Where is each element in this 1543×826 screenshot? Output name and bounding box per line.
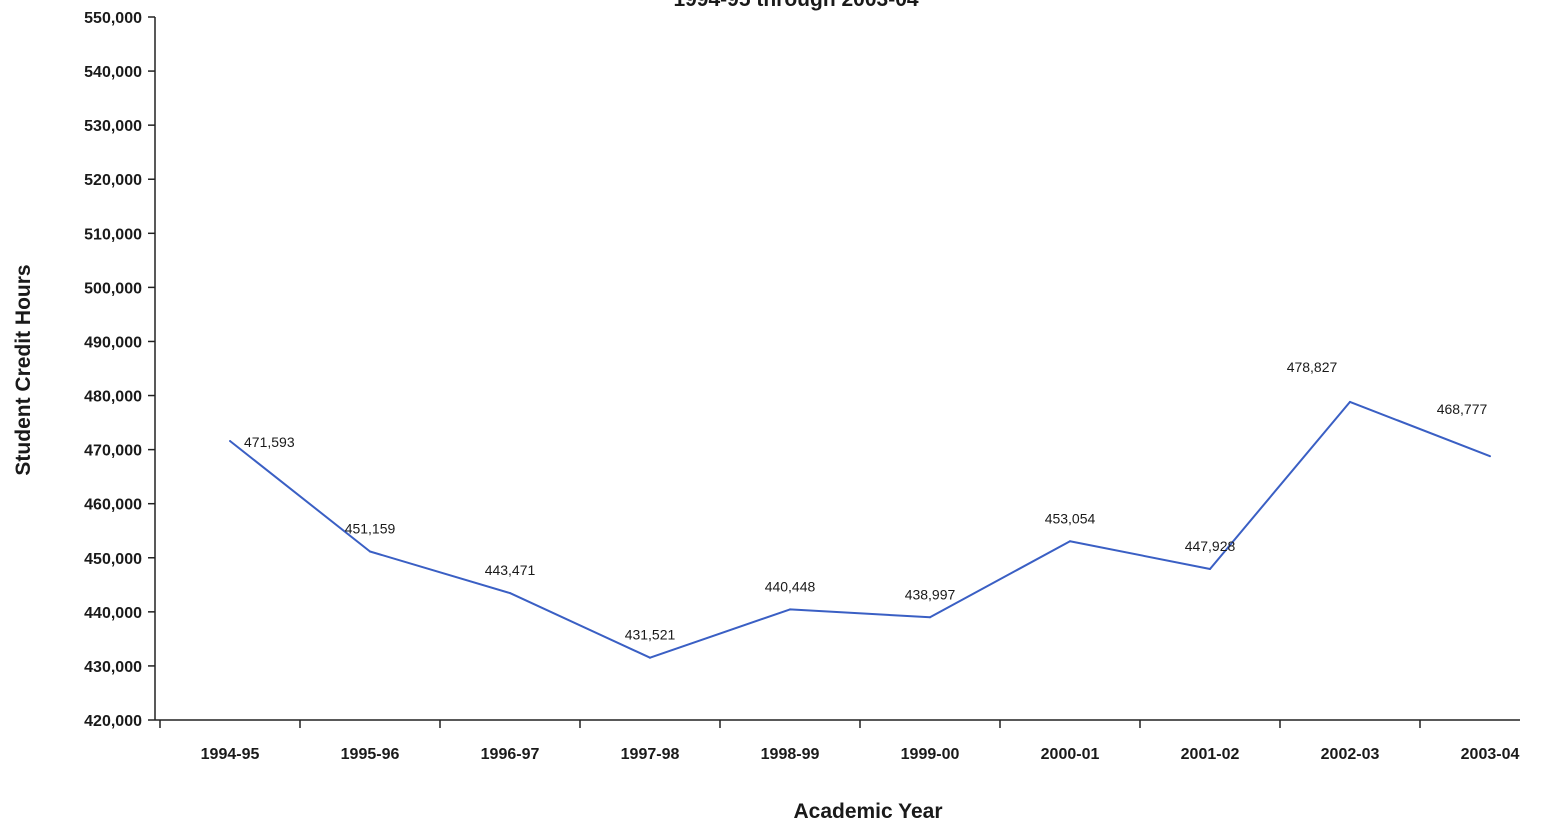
y-tick-label: 490,000 — [84, 334, 142, 351]
data-label: 451,159 — [345, 521, 396, 537]
y-axis: 420,000 430,000 440,000 450,000 460,000 470,0… — [84, 10, 156, 730]
x-tick-label: 1998-99 — [761, 746, 820, 763]
y-tick-label: 510,000 — [84, 226, 142, 243]
x-tick-label: 2000-01 — [1041, 746, 1100, 763]
data-label: 468,777 — [1437, 401, 1488, 417]
chart-subtitle: 1994-95 through 2003-04 — [673, 0, 918, 11]
x-tick-label: 1995-96 — [341, 746, 400, 763]
x-tick-label: 1999-00 — [901, 746, 960, 763]
y-tick-label: 440,000 — [84, 605, 142, 622]
x-tick-label: 1996-97 — [481, 746, 540, 763]
y-tick-label: 450,000 — [84, 551, 142, 568]
data-point — [1069, 540, 1071, 543]
data-point — [929, 616, 931, 619]
series-line — [229, 400, 1491, 659]
data-label: 438,997 — [905, 586, 956, 602]
x-tick-label: 1997-98 — [621, 746, 680, 763]
x-tick-label: 2001-02 — [1181, 746, 1240, 763]
data-point — [1209, 567, 1211, 570]
data-point — [369, 550, 371, 553]
plot-area: 471,593 451,159 443,471 431,521 440,448 438,9… — [229, 359, 1491, 659]
y-tick-label: 420,000 — [84, 713, 142, 730]
y-tick-label: 470,000 — [84, 443, 142, 460]
x-tick-label: 1994-95 — [201, 746, 260, 763]
data-label: 447,928 — [1185, 538, 1236, 554]
data-point — [229, 440, 231, 443]
data-point — [509, 592, 511, 595]
y-tick-label: 430,000 — [84, 659, 142, 676]
x-axis-title: Academic Year — [793, 800, 942, 823]
x-tick-label: 2002-03 — [1321, 746, 1380, 763]
data-point — [1489, 455, 1491, 458]
data-label: 440,448 — [765, 578, 816, 594]
data-point — [1349, 400, 1351, 403]
x-axis: 1994-95 1995-96 1996-97 1997-98 1998-99 1999-… — [155, 719, 1520, 763]
data-label: 478,827 — [1287, 359, 1338, 375]
data-label: 431,521 — [625, 627, 676, 643]
y-tick-label: 540,000 — [84, 64, 142, 81]
data-label: 471,593 — [244, 434, 295, 450]
data-label: 453,054 — [1045, 510, 1096, 526]
y-tick-label: 520,000 — [84, 172, 142, 189]
x-tick-label: 2003-04 — [1461, 746, 1520, 763]
y-tick-label: 530,000 — [84, 118, 142, 135]
y-tick-label: 480,000 — [84, 389, 142, 406]
y-tick-label: 500,000 — [84, 280, 142, 297]
y-axis-title: Student Credit Hours — [12, 264, 35, 475]
data-label: 443,471 — [485, 562, 536, 578]
data-point — [649, 656, 651, 659]
data-point — [789, 608, 791, 611]
y-tick-label: 460,000 — [84, 497, 142, 514]
y-tick-label: 550,000 — [84, 10, 142, 27]
